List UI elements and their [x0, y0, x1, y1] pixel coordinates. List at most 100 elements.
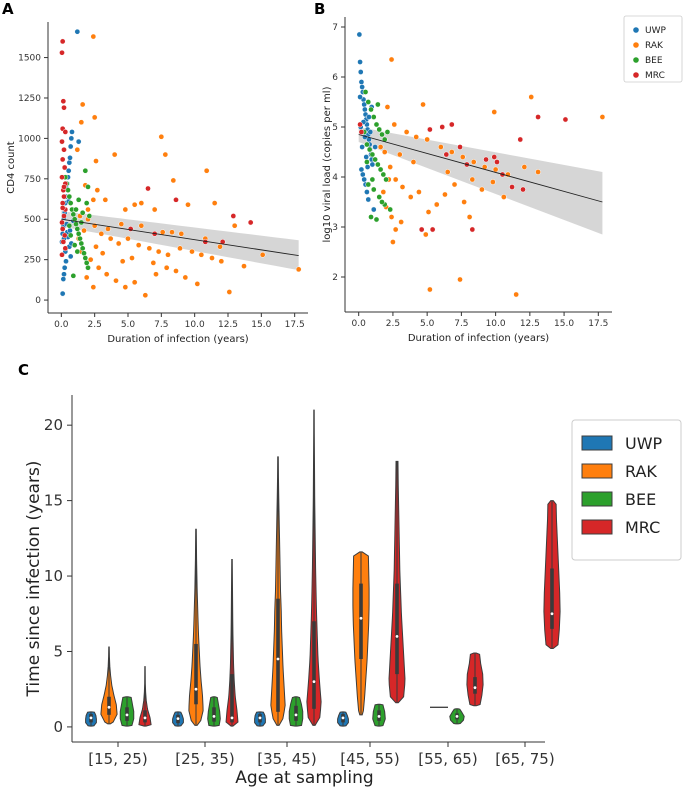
- data-point-rak: [99, 250, 106, 257]
- data-point-mrc: [562, 116, 569, 123]
- data-point-uwp: [359, 144, 365, 150]
- data-point-rak: [151, 206, 158, 213]
- x-tick-label: 15.0: [251, 320, 271, 330]
- data-point-uwp: [69, 129, 75, 135]
- data-point-uwp: [365, 196, 372, 203]
- data-point-bee: [85, 264, 91, 271]
- y-tick-label: 1250: [18, 94, 41, 104]
- data-point-rak: [194, 281, 201, 287]
- violin-median: [276, 657, 280, 661]
- legend-label-bee: BEE: [645, 56, 663, 66]
- violin-iqr-box: [312, 621, 316, 709]
- legend-swatch-rak: [581, 463, 613, 479]
- legend-label-bee: BEE: [625, 490, 656, 509]
- violin-median: [194, 687, 198, 691]
- legend-marker-uwp: [633, 27, 639, 33]
- data-point-bee: [365, 99, 372, 105]
- regression-line: [358, 134, 603, 203]
- data-point-rak: [125, 235, 131, 242]
- legend-swatch-uwp: [581, 435, 613, 451]
- data-point-rak: [153, 271, 159, 278]
- x-tick-label: 2.5: [386, 319, 400, 329]
- data-point-uwp: [364, 164, 371, 170]
- data-point-mrc: [61, 146, 67, 153]
- data-point-uwp: [75, 138, 82, 145]
- data-point-rak: [94, 187, 101, 193]
- data-point-uwp: [67, 154, 73, 161]
- data-point-mrc: [509, 184, 515, 190]
- data-point-mrc: [59, 174, 65, 181]
- data-point-uwp: [67, 253, 74, 260]
- data-point-mrc: [61, 184, 67, 190]
- data-point-bee: [82, 167, 89, 174]
- data-point-rak: [93, 243, 99, 250]
- data-point-rak: [241, 263, 247, 269]
- data-point-uwp: [59, 290, 66, 297]
- panel-b-chart: 0.0 2.5 5.0 7.5 10.0 12.5 15.0 17.5 2 3 4 5 6 7 Durati…: [322, 17, 612, 344]
- y-tick-label: 7: [332, 23, 338, 33]
- data-point-rak: [521, 164, 528, 170]
- data-point-bee: [67, 232, 74, 239]
- violin-iqr-box: [550, 568, 554, 629]
- data-point-bee: [83, 260, 90, 266]
- data-point-rak: [433, 201, 440, 208]
- data-point-rak: [413, 134, 420, 140]
- panel-b-legend: UWP RAK BEE MRC: [623, 15, 683, 83]
- y-tick-label: 4: [332, 173, 338, 183]
- data-point-bee: [375, 101, 381, 108]
- data-point-rak: [182, 274, 189, 281]
- legend-label-rak: RAK: [625, 462, 657, 481]
- violin-median: [143, 716, 147, 720]
- data-point-rak: [177, 245, 183, 252]
- violin-iqr-box: [212, 707, 216, 722]
- data-point-bee: [380, 171, 387, 178]
- data-point-rak: [173, 268, 179, 274]
- x-axis-label: Duration of infection (years): [107, 334, 248, 345]
- data-point-rak: [163, 264, 170, 271]
- data-point-rak: [422, 231, 429, 238]
- data-point-mrc: [59, 251, 65, 258]
- legend-frame: [623, 15, 683, 83]
- data-point-uwp: [68, 135, 75, 142]
- data-point-rak: [231, 222, 238, 229]
- confidence-band: [358, 127, 603, 235]
- x-tick-label: 17.5: [588, 319, 608, 329]
- data-point-uwp: [361, 176, 368, 183]
- data-point-rak: [398, 219, 404, 225]
- data-point-mrc: [59, 38, 66, 45]
- data-point-rak: [459, 154, 466, 160]
- data-point-rak: [129, 255, 135, 261]
- y-axis-label: log10 viral load (copies per ml): [322, 86, 333, 242]
- data-point-rak: [492, 166, 499, 173]
- violin-median: [455, 714, 459, 718]
- data-point-rak: [407, 194, 414, 200]
- x-tick-label: [15, 25): [88, 750, 147, 768]
- x-tick-label: 12.5: [218, 320, 238, 330]
- x-tick-label: [55, 65): [418, 750, 477, 768]
- data-point-rak: [461, 199, 467, 205]
- data-point-mrc: [429, 226, 436, 233]
- x-tick-label: 0.0: [54, 320, 69, 330]
- data-point-rak: [479, 186, 485, 193]
- data-point-mrc: [418, 226, 425, 233]
- data-point-mrc: [443, 151, 450, 158]
- data-point-bee: [368, 106, 374, 113]
- data-point-rak: [146, 245, 153, 252]
- data-point-rak: [399, 184, 406, 190]
- data-point-mrc: [439, 124, 446, 130]
- data-point-rak: [74, 146, 81, 153]
- data-point-uwp: [356, 31, 363, 38]
- data-point-rak: [119, 258, 126, 265]
- x-tick-label: 12.5: [520, 319, 540, 329]
- data-point-bee: [75, 196, 82, 203]
- x-tick-label: [35, 45): [257, 750, 316, 768]
- x-axis-label: Age at sampling: [235, 768, 373, 788]
- data-point-bee: [362, 89, 369, 95]
- data-point-rak: [91, 114, 98, 121]
- y-tick-label: 2: [332, 273, 338, 283]
- data-point-bee: [368, 214, 374, 220]
- panel-b-label: B: [314, 0, 325, 18]
- y-tick-label: 1000: [18, 134, 41, 144]
- data-point-bee: [66, 222, 73, 229]
- data-point-mrc: [61, 213, 67, 219]
